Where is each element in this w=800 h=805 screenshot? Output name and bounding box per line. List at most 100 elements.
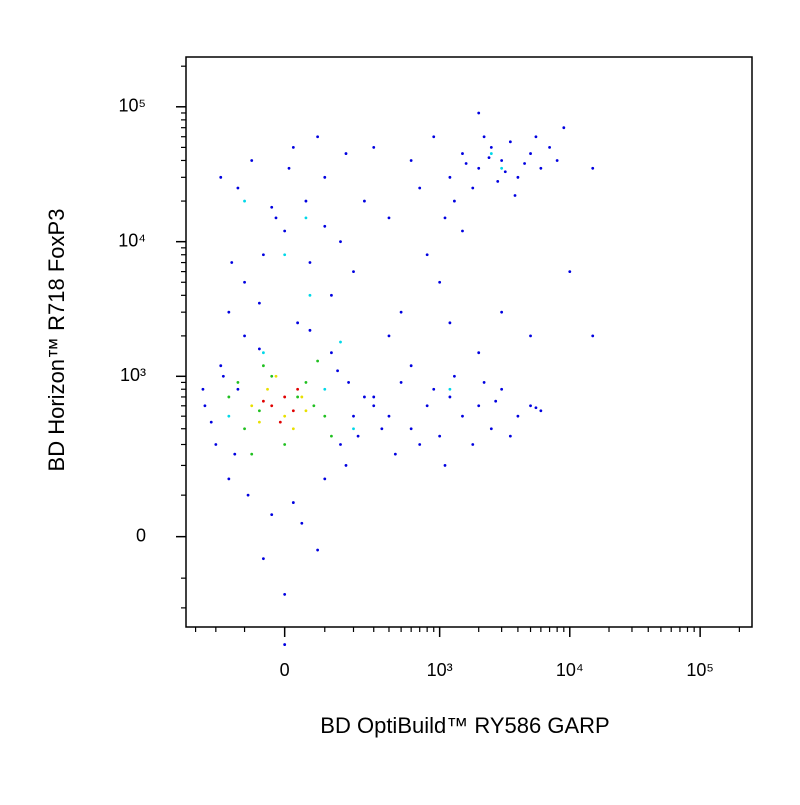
event-dot: [438, 280, 442, 284]
x-tick-label: 0: [280, 660, 290, 680]
event-dot: [283, 643, 287, 646]
event-dot: [448, 321, 452, 325]
event-dot: [250, 404, 254, 408]
event-dot: [464, 162, 468, 165]
event-dot: [503, 170, 507, 174]
event-dot: [591, 334, 595, 338]
event-dot: [336, 369, 339, 373]
event-dot: [296, 321, 300, 325]
x-tick-label: 10³: [427, 660, 453, 680]
event-dot: [323, 224, 327, 228]
event-dot: [387, 216, 391, 220]
event-dot: [438, 434, 442, 438]
event-dot: [261, 364, 265, 368]
event-dot: [291, 501, 295, 504]
event-dot: [323, 175, 327, 179]
event-dot: [323, 414, 327, 418]
event-dot: [233, 452, 237, 456]
event-dot: [516, 414, 520, 418]
event-dot: [227, 310, 231, 314]
event-dot: [300, 395, 304, 399]
event-dot: [243, 199, 246, 203]
event-dot: [270, 513, 274, 517]
event-dot: [500, 310, 504, 314]
y-tick-label: 0: [136, 525, 146, 545]
x-tick-label: 10⁵: [686, 660, 713, 680]
event-dot: [296, 387, 300, 391]
event-dot: [287, 166, 291, 170]
event-dot: [409, 159, 413, 162]
y-axis-title: BD Horizon™ R718 FoxP3: [44, 209, 69, 472]
x-axis-title: BD OptiBuild™ RY586 GARP: [320, 713, 609, 738]
event-dot: [236, 381, 240, 384]
event-dot: [270, 205, 274, 209]
event-dot: [448, 175, 452, 179]
event-dot: [347, 381, 350, 384]
event-dot: [387, 414, 391, 418]
event-dot: [508, 434, 512, 438]
event-dot: [304, 381, 308, 384]
plot-frame: [185, 56, 753, 628]
event-dot: [339, 340, 342, 344]
y-tick-label: 10⁵: [119, 96, 146, 116]
event-dot: [308, 261, 312, 264]
event-dot: [323, 477, 327, 481]
event-dot: [443, 464, 447, 467]
event-dot: [432, 387, 436, 391]
event-dot: [418, 186, 422, 190]
event-dot: [283, 414, 287, 418]
event-dot: [257, 301, 261, 305]
event-dot: [363, 395, 366, 399]
event-dot: [489, 152, 493, 155]
event-dot: [291, 427, 295, 431]
event-dot: [243, 280, 246, 284]
event-dot: [461, 152, 464, 155]
event-dot: [489, 145, 493, 149]
event-dot: [330, 434, 333, 438]
event-dot: [250, 159, 254, 162]
event-dot: [453, 374, 456, 378]
event-dot: [330, 351, 333, 355]
event-dot: [261, 253, 265, 257]
event-dot: [203, 404, 207, 408]
event-dot: [471, 443, 475, 446]
event-dot: [477, 404, 481, 408]
event-dot: [209, 420, 213, 424]
event-dot: [243, 427, 246, 431]
event-dot: [477, 351, 481, 355]
event-dot: [312, 404, 316, 408]
event-dot: [372, 395, 376, 399]
event-dot: [304, 199, 308, 203]
event-dot: [539, 409, 543, 413]
event-dot: [283, 395, 287, 399]
event-dot: [471, 186, 475, 190]
event-dot: [380, 427, 384, 431]
event-dot: [372, 404, 376, 408]
event-dot: [500, 166, 504, 170]
event-dot: [372, 145, 376, 149]
event-dot: [352, 270, 355, 273]
event-dot: [534, 135, 538, 139]
event-dot: [494, 399, 498, 403]
event-dot: [283, 593, 287, 596]
event-dot: [352, 427, 355, 431]
event-dot: [529, 334, 532, 338]
event-dot: [508, 140, 512, 144]
event-dot: [261, 351, 265, 355]
event-dot: [300, 521, 304, 525]
event-dot: [201, 387, 205, 391]
event-dot: [352, 414, 355, 418]
event-dot: [555, 159, 559, 162]
event-dot: [363, 199, 366, 203]
event-dot: [308, 293, 312, 297]
event-dot: [482, 381, 486, 384]
event-dot: [243, 334, 246, 338]
event-dot: [330, 293, 333, 297]
event-dot: [227, 477, 231, 481]
event-dot: [562, 126, 566, 130]
event-dot: [513, 194, 517, 197]
event-dot: [393, 452, 397, 456]
event-dot: [316, 135, 320, 139]
event-dot: [409, 364, 413, 368]
